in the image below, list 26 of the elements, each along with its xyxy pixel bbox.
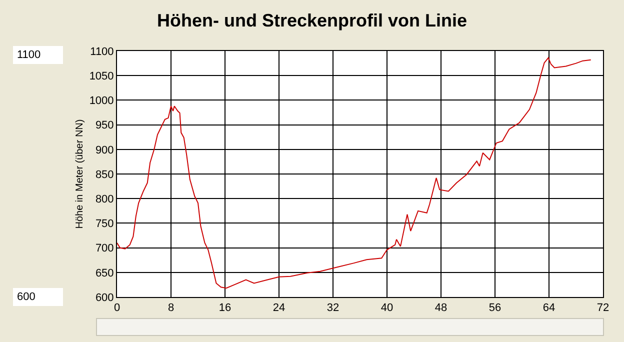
y-tick-label: 600 xyxy=(95,292,114,304)
y-tick-label: 950 xyxy=(95,120,114,132)
line-series xyxy=(117,57,592,289)
x-tick-label: 40 xyxy=(380,302,394,314)
y-tick-label: 1100 xyxy=(90,46,114,58)
y-tick-label: 1050 xyxy=(89,70,114,82)
y-tick-label: 850 xyxy=(95,168,114,181)
x-tick-label: 0 xyxy=(114,302,120,314)
y-tick-label: 700 xyxy=(95,242,114,255)
x-tick-label: 32 xyxy=(326,302,340,314)
y-tick-label: 800 xyxy=(95,193,114,206)
chart-title: Höhen- und Streckenprofil von Linie xyxy=(156,10,468,30)
text: 600 xyxy=(13,288,63,306)
x-tick-label: 16 xyxy=(218,302,232,314)
y-tick-label: 650 xyxy=(95,267,114,280)
x-tick-label: 8 xyxy=(168,302,174,314)
x-tick-label: 24 xyxy=(272,302,286,314)
x-tick-label: 64 xyxy=(542,302,556,314)
text: 1100 xyxy=(13,46,63,64)
x-tick-label: 48 xyxy=(434,302,448,314)
y-tick-label: 750 xyxy=(95,218,114,230)
y-tick-label: 900 xyxy=(95,144,114,156)
y-axis-title: Höhe in Meter (über NN) xyxy=(74,119,86,229)
x-tick-label: 72 xyxy=(596,302,610,314)
y-tick-label: 1000 xyxy=(89,95,114,108)
x-tick-label: 56 xyxy=(488,302,502,314)
